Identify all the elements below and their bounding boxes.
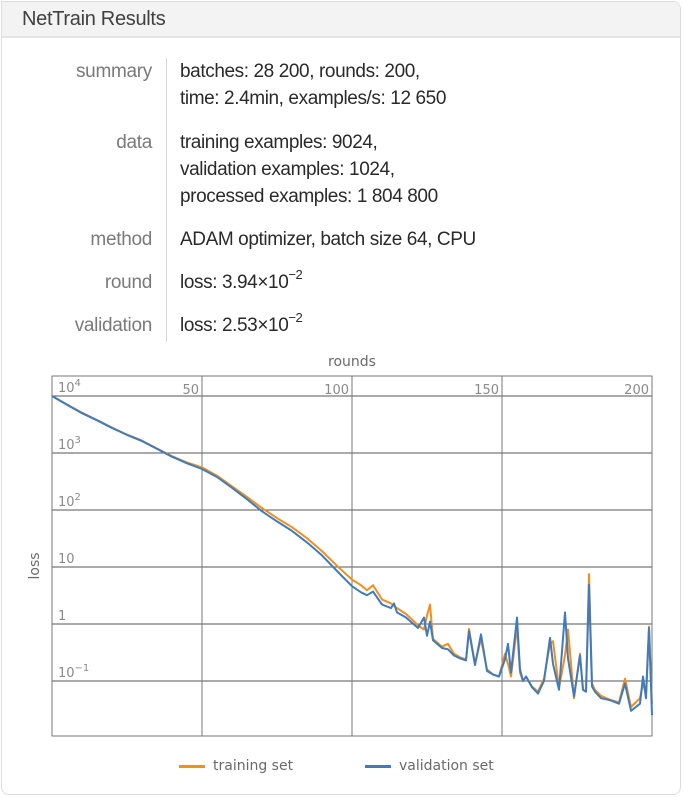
chart-legend: training set validation set [2,758,680,778]
data-line: training examples: 9024, [180,132,378,153]
y-tick-label: 104 [58,378,81,396]
y-tick-label: 103 [58,435,81,453]
row-label: round [104,272,152,293]
row-value: training examples: 9024, validation exam… [166,129,438,226]
row-data: data training examples: 9024, validation… [2,129,680,226]
summary-line: time: 2.4min, examples/s: 12 650 [180,88,447,109]
data-line: validation examples: 1024, [180,159,395,180]
y-axis-label: loss [27,552,43,579]
round-loss-exponent: −2 [288,267,303,282]
row-value: loss: 2.53×10−2 [166,310,303,342]
legend-swatch-training [179,764,205,768]
plot-frame [51,375,653,737]
y-tick-label: 1 [58,609,66,624]
round-loss: loss: 3.94×10 [180,272,289,293]
row-validation: validation loss: 2.53×10−2 [2,310,680,342]
row-value: loss: 3.94×10−2 [166,267,303,312]
x-tick-label: 100 [324,383,349,398]
row-label: validation [74,315,153,336]
validation-loss: loss: 2.53×10 [180,315,289,336]
x-tick-label: 150 [474,383,499,398]
legend-validation: validation set [365,758,494,774]
legend-swatch-validation [365,764,391,768]
x-tick-label: 200 [624,383,649,398]
method-line: ADAM optimizer, batch size 64, CPU [180,229,476,250]
row-label: summary [75,61,152,82]
results-summary: summary batches: 28 200, rounds: 200, ti… [2,58,680,342]
data-line: processed examples: 1 804 800 [180,186,438,207]
row-value: ADAM optimizer, batch size 64, CPU [166,226,476,269]
y-tick-label: 10 [58,552,75,567]
summary-line: batches: 28 200, rounds: 200, [180,61,420,82]
row-label: data [116,132,152,153]
row-value: batches: 28 200, rounds: 200, time: 2.4m… [166,58,446,129]
validation-loss-line [51,395,653,716]
y-tick-label: 10−1 [58,663,89,681]
row-label: method [90,229,152,250]
y-tick-label: 102 [58,492,81,510]
legend-training: training set [179,758,293,774]
panel-header: NetTrain Results [2,2,680,38]
legend-label-training: training set [213,758,294,774]
row-round: round loss: 3.94×10−2 [2,267,680,312]
x-axis-label: rounds [328,354,376,370]
legend-label-validation: validation set [399,758,494,774]
row-summary: summary batches: 28 200, rounds: 200, ti… [2,58,680,129]
validation-loss-exponent: −2 [288,310,303,325]
panel-title: NetTrain Results [22,7,166,30]
x-tick-label: 50 [182,383,199,398]
row-method: method ADAM optimizer, batch size 64, CP… [2,226,680,269]
